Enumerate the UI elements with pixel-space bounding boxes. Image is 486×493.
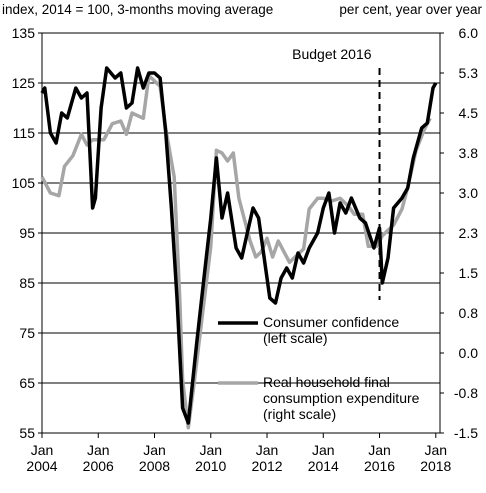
x-tick-label: Jan 2018	[420, 442, 452, 474]
y-tick-label: 75	[19, 325, 35, 341]
x-tick-label: Jan 2006	[82, 442, 114, 474]
y-tick-label: 115	[12, 125, 35, 141]
x-tick-label: Jan 2012	[251, 442, 283, 474]
y-tick-label: 105	[11, 175, 35, 191]
annotation: Budget 2016	[292, 46, 372, 62]
series-line	[40, 66, 438, 425]
y2-tick-label: 3.8	[458, 145, 478, 161]
x-tick-label: Jan 2008	[138, 442, 171, 474]
y-tick-label: 65	[19, 375, 35, 391]
y2-tick-label: 0.0	[458, 345, 478, 361]
y2-tick-label: 4.5	[458, 105, 478, 121]
y2-tick-label: 1.5	[458, 265, 478, 281]
y-tick-label: 85	[19, 275, 35, 291]
y2-tick-label: 5.3	[458, 65, 478, 81]
y-tick-label: 95	[19, 225, 35, 241]
right-axis-label: per cent, year over year	[339, 2, 482, 17]
left-axis-label: index, 2014 = 100, 3-months moving avera…	[2, 2, 274, 17]
legend-label: Real household final consumption expendi…	[263, 374, 420, 422]
y2-tick-label: 3.0	[458, 185, 478, 201]
legend-label: Consumer confidence (left scale)	[263, 314, 400, 346]
y2-tick-label: -0.8	[453, 385, 478, 401]
y2-tick-label: 0.8	[458, 305, 478, 321]
y2-tick-label: 6.0	[458, 25, 478, 41]
y-tick-label: 55	[19, 425, 35, 441]
x-tick-label: Jan 2014	[307, 442, 339, 474]
y2-tick-label: -1.5	[453, 425, 478, 441]
y2-tick-label: 2.3	[458, 225, 478, 241]
y-tick-label: 135	[11, 25, 35, 41]
x-tick-label: Jan 2016	[363, 442, 396, 474]
x-tick-label: Jan 2010	[195, 442, 227, 474]
y-tick-label: 125	[11, 75, 35, 91]
x-tick-label: Jan 2004	[26, 442, 58, 474]
